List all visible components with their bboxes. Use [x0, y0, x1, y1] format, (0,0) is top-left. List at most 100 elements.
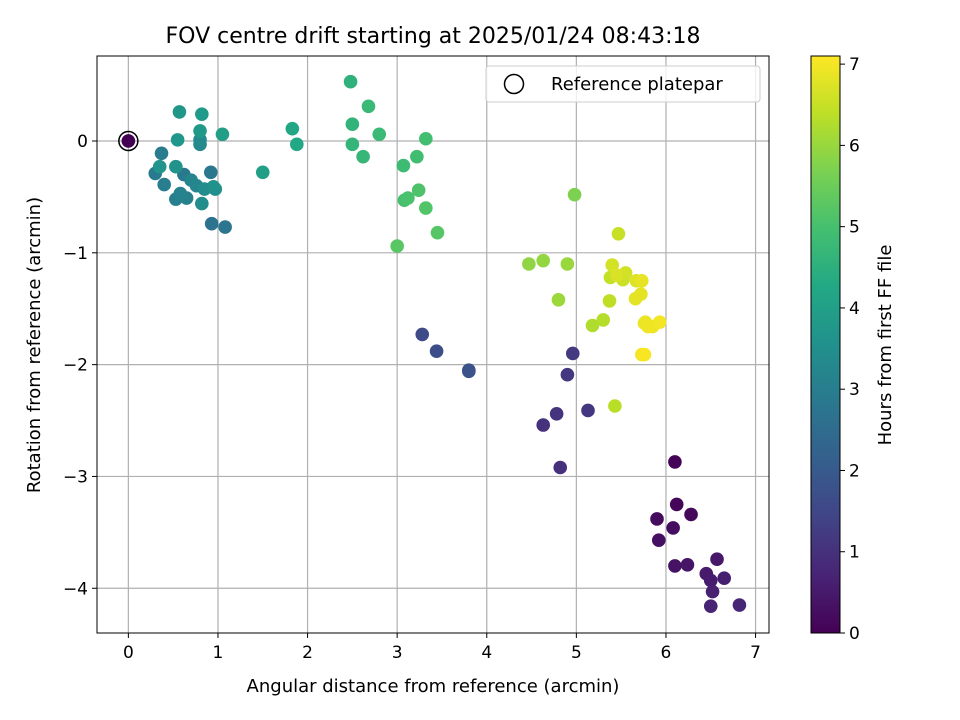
- data-point-6: [668, 559, 682, 573]
- x-axis-label: Angular distance from reference (arcmin): [247, 676, 620, 697]
- y-axis-label: Rotation from reference (arcmin): [24, 197, 45, 493]
- data-point-19: [560, 367, 575, 382]
- data-point-18: [581, 403, 595, 418]
- data-point-72: [551, 292, 566, 307]
- data-point-64: [411, 183, 426, 197]
- data-point-45: [170, 133, 185, 147]
- data-point-60: [410, 149, 424, 164]
- reference-point-fill: [121, 134, 136, 148]
- data-point-42: [206, 180, 221, 194]
- colorbar: 0 1 2 3 4 5 6 7 Hours from first FF file: [810, 55, 896, 644]
- data-point-43: [169, 159, 183, 174]
- data-point-39: [195, 196, 209, 211]
- data-point-74: [596, 313, 611, 327]
- x-tick-label-7: 7: [750, 643, 761, 663]
- data-point-59: [396, 158, 411, 173]
- data-point-15: [553, 460, 568, 475]
- y-tick-label-0: 0: [77, 132, 88, 152]
- data-point-10: [703, 573, 718, 588]
- plot-frame: [96, 55, 770, 634]
- data-point-82: [609, 268, 624, 282]
- data-point-34: [173, 186, 188, 201]
- data-point-12: [705, 584, 720, 599]
- data-point-20: [565, 346, 580, 361]
- colorbar-tick-label-1: 1: [849, 543, 860, 563]
- data-point-63: [401, 191, 415, 205]
- data-point-91: [652, 315, 667, 329]
- data-point-31: [157, 177, 171, 192]
- y-tick-label-1: −1: [63, 244, 88, 264]
- data-point-47: [193, 124, 207, 138]
- x-tick-label-6: 6: [661, 643, 672, 663]
- data-point-76: [602, 294, 617, 308]
- chart-title: FOV centre drift starting at 2025/01/24 …: [166, 24, 701, 49]
- colorbar-gradient: [811, 56, 840, 633]
- data-point-1: [669, 497, 684, 512]
- data-point-65: [419, 201, 433, 215]
- x-axis-ticks: 0 1 2 3 4 5 6 7: [123, 633, 761, 663]
- data-point-7: [680, 557, 695, 572]
- x-tick-label-2: 2: [302, 643, 313, 663]
- colorbar-tick-label-6: 6: [849, 136, 860, 156]
- colorbar-ticks: 0 1 2 3 4 5 6 7: [840, 55, 860, 644]
- data-point-48: [195, 107, 209, 121]
- data-point-24: [462, 364, 476, 379]
- legend-box: [485, 65, 761, 103]
- data-point-71: [560, 257, 575, 271]
- data-point-11: [717, 571, 731, 586]
- data-point-56: [356, 149, 370, 164]
- x-tick-label-1: 1: [213, 643, 224, 663]
- data-point-70: [536, 253, 551, 268]
- y-tick-label-3: −3: [63, 467, 88, 487]
- data-point-55: [345, 137, 360, 152]
- y-tick-label-4: −4: [63, 579, 88, 599]
- data-point-25: [204, 216, 219, 231]
- data-point-50: [255, 165, 270, 180]
- colorbar-tick-label-2: 2: [849, 461, 860, 481]
- data-point-57: [361, 99, 376, 114]
- data-point-4: [666, 521, 680, 535]
- x-tick-label-3: 3: [392, 643, 403, 663]
- data-point-61: [419, 131, 433, 146]
- colorbar-tick-label-4: 4: [849, 299, 860, 319]
- data-point-5: [651, 533, 666, 547]
- x-tick-label-5: 5: [571, 643, 582, 663]
- data-point-53: [343, 74, 358, 89]
- data-point-22: [429, 344, 444, 359]
- data-point-69: [522, 257, 536, 271]
- data-point-93: [637, 347, 652, 362]
- data-point-46: [172, 105, 187, 119]
- data-point-75: [608, 399, 622, 413]
- data-point-3: [650, 512, 664, 526]
- y-axis-ticks: 0 −1 −2 −3 −4: [63, 132, 97, 599]
- data-point-66: [430, 225, 445, 240]
- colorbar-label: Hours from first FF file: [875, 245, 896, 446]
- colorbar-tick-label-0: 0: [849, 624, 860, 644]
- data-point-8: [710, 552, 724, 566]
- data-point-85: [634, 287, 648, 301]
- legend-entry-reference: Reference platepar: [551, 74, 723, 95]
- data-point-30: [154, 146, 169, 161]
- data-point-58: [372, 127, 387, 142]
- data-point-14: [732, 598, 747, 612]
- legend-marker-reference: [503, 73, 525, 95]
- data-point-54: [345, 117, 360, 132]
- grid-lines: [97, 56, 769, 633]
- data-point-68: [567, 187, 582, 202]
- data-point-27: [203, 165, 218, 180]
- data-point-51: [285, 121, 300, 136]
- reference-point-ring: [118, 130, 139, 152]
- data-point-67: [390, 239, 404, 253]
- y-tick-label-2: −2: [63, 356, 88, 376]
- data-point-52: [290, 137, 304, 152]
- x-tick-label-4: 4: [481, 643, 492, 663]
- data-point-26: [218, 220, 232, 234]
- data-point-16: [536, 418, 551, 432]
- data-point-44: [152, 159, 167, 174]
- data-point-0: [668, 455, 682, 469]
- scatter-points: [118, 74, 747, 613]
- data-point-21: [415, 327, 430, 342]
- colorbar-frame: [810, 55, 841, 634]
- x-tick-label-0: 0: [123, 643, 134, 663]
